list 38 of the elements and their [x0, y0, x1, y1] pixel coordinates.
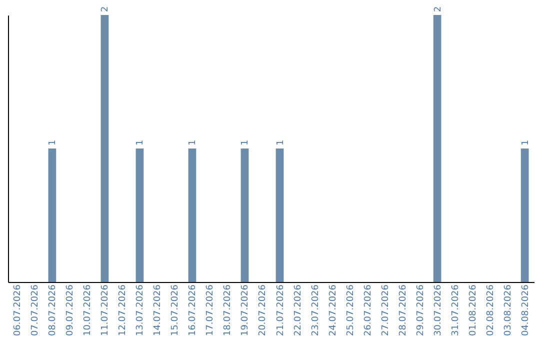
- x-tick-label: 17.07.2026: [206, 284, 216, 336]
- x-tick-label: 18.07.2026: [223, 284, 234, 336]
- x-tick-label: 04.08.2026: [520, 284, 531, 336]
- x-tick-label: 13.07.2026: [136, 284, 146, 336]
- x-tick-label: 22.07.2026: [293, 284, 304, 336]
- data-label: 1: [136, 140, 146, 146]
- x-tick-label: 02.08.2026: [486, 284, 496, 336]
- x-tick-label: 31.07.2026: [450, 284, 461, 336]
- x-tick-label: 25.07.2026: [346, 284, 356, 336]
- x-tick-label: 20.07.2026: [258, 284, 268, 336]
- x-tick-label: 08.07.2026: [48, 284, 58, 336]
- data-label: 2: [100, 6, 111, 12]
- x-tick-label: 09.07.2026: [66, 284, 76, 336]
- x-tick-label: 16.07.2026: [188, 284, 198, 336]
- x-tick-label: 10.07.2026: [83, 284, 94, 336]
- x-tick-label: 26.07.2026: [363, 284, 374, 336]
- data-label: 1: [48, 140, 58, 146]
- x-tick-label: 21.07.2026: [276, 284, 286, 336]
- x-tick-label: 14.07.2026: [153, 284, 164, 336]
- x-tick-label: 12.07.2026: [118, 284, 128, 336]
- x-tick-label: 01.08.2026: [468, 284, 478, 336]
- data-label: 1: [240, 140, 251, 146]
- data-label: 1: [520, 140, 531, 146]
- x-tick-label: 19.07.2026: [240, 284, 251, 336]
- x-tick-label: 29.07.2026: [416, 284, 426, 336]
- x-tick-label: 23.07.2026: [310, 284, 321, 336]
- x-tick-label: 06.07.2026: [13, 284, 24, 336]
- x-tick-label: 03.08.2026: [503, 284, 514, 336]
- x-tick-label: 15.07.2026: [170, 284, 181, 336]
- x-tick-label: 28.07.2026: [398, 284, 408, 336]
- data-label: 1: [188, 140, 198, 146]
- x-tick-label: 24.07.2026: [328, 284, 338, 336]
- x-tick-label: 27.07.2026: [380, 284, 391, 336]
- data-label: 1: [276, 140, 286, 146]
- x-tick-label: 07.07.2026: [30, 284, 41, 336]
- x-tick-label: 11.07.2026: [100, 284, 111, 336]
- x-tick-label: 30.07.2026: [433, 284, 444, 336]
- data-label: 2: [433, 6, 444, 12]
